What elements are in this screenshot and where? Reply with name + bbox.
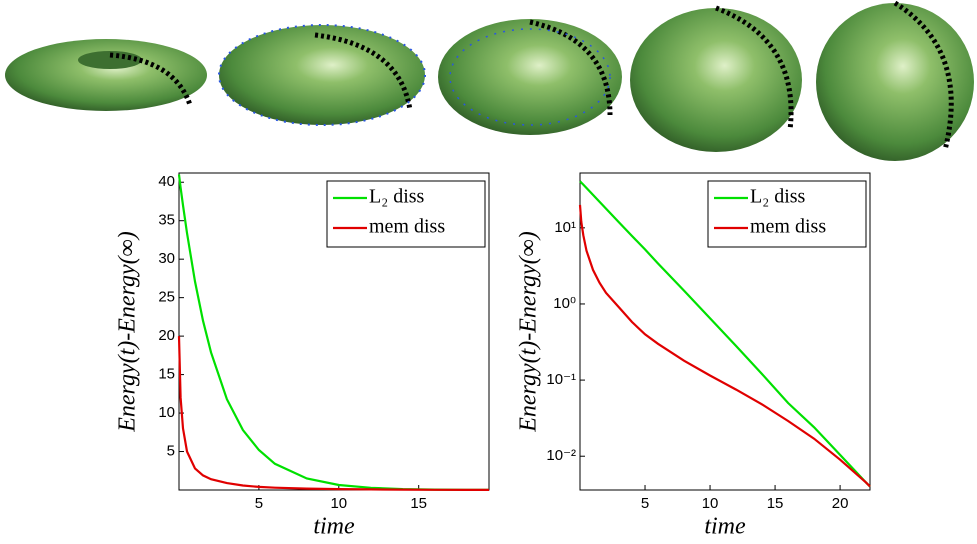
oblate-shape: [219, 25, 425, 125]
vector-field: [218, 24, 426, 126]
legend-box: [707, 180, 867, 248]
y-axis-label: Energy(t)-Energy(∞): [516, 231, 542, 433]
y-tick-label: 10¹: [554, 219, 576, 236]
legend-box: [326, 180, 486, 248]
ellipsoid: [438, 19, 622, 135]
curve-dots: [715, 5, 794, 131]
series-line: [578, 204, 871, 488]
y-tick-label: 40: [158, 173, 175, 190]
legend-label: L₂ diss: [369, 186, 425, 208]
legend-label: mem diss: [750, 216, 826, 238]
torus-hole: [78, 51, 142, 69]
y-tick-label: 25: [158, 289, 175, 306]
torus: [5, 39, 207, 111]
near-sphere: [630, 8, 802, 152]
x-axis-label: time: [704, 514, 746, 540]
x-tick-label: 20: [832, 495, 849, 512]
series-line: [177, 336, 489, 491]
x-tick-label: 5: [641, 495, 649, 512]
y-tick-label: 20: [158, 327, 175, 344]
legend: L₂ diss mem diss: [707, 180, 867, 248]
sphere: [816, 3, 974, 161]
y-tick-label: 5: [167, 442, 175, 459]
y-tick-label: 10⁻¹: [546, 371, 576, 388]
legend: L₂ diss mem diss: [326, 180, 486, 248]
shape-renders: [5, 0, 974, 161]
vector-field: [449, 28, 611, 126]
y-tick-label: 10: [158, 404, 175, 421]
curve-dots: [893, 0, 954, 151]
x-tick-label: 10: [330, 495, 347, 512]
line-chart: 5 10 15 5 10 15 20 25 30 35 40 time Energy(t)-Energy…: [115, 172, 490, 540]
x-tick-label: 10: [702, 495, 719, 512]
y-tick-label: 10⁰: [553, 295, 576, 312]
x-tick-label: 15: [410, 495, 427, 512]
legend-label: mem diss: [369, 216, 445, 238]
curve-dots: [109, 52, 193, 106]
x-tick-label: 5: [255, 495, 263, 512]
series-line: [579, 180, 871, 488]
y-tick-label: 35: [158, 212, 175, 229]
y-tick-label: 10⁻²: [546, 447, 576, 464]
y-tick-label: 15: [158, 366, 175, 383]
y-tick-label: 30: [158, 250, 175, 267]
legend-label: L₂ diss: [750, 186, 806, 208]
y-axis-label: Energy(t)-Energy(∞): [115, 231, 141, 433]
x-tick-label: 15: [767, 495, 784, 512]
x-axis-label: time: [313, 514, 355, 540]
line-chart: 5 10 15 20 10⁻² 10⁻¹ 10⁰ 10¹ time Energy(t)-Energ…: [516, 172, 871, 540]
